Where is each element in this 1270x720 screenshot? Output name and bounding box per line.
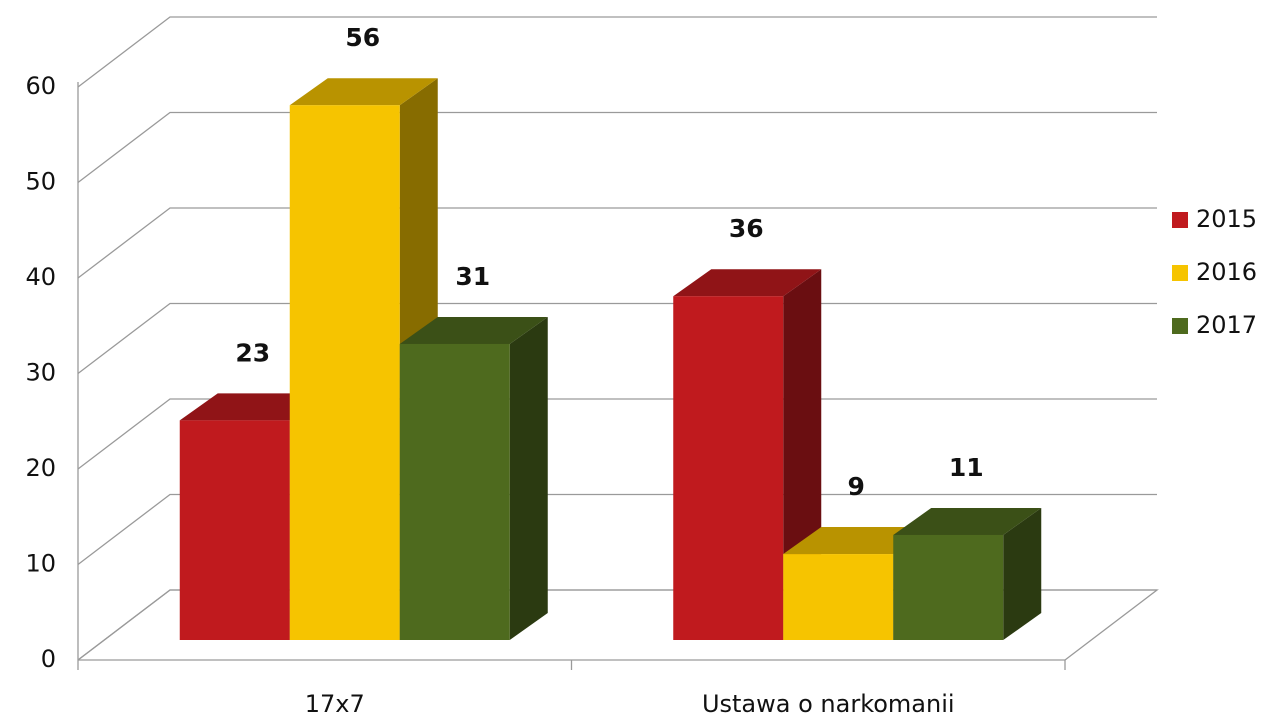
data-label: 56 xyxy=(345,23,380,52)
y-tick-label: 60 xyxy=(25,72,56,100)
legend-swatch xyxy=(1172,265,1188,281)
bar-top xyxy=(893,507,1042,535)
data-label: 11 xyxy=(949,453,984,482)
data-label: 31 xyxy=(455,262,490,291)
x-tick-label: 17x7 xyxy=(305,690,365,718)
legend-label: 2017 xyxy=(1196,311,1257,339)
bar xyxy=(673,296,784,640)
grid-line xyxy=(77,398,1157,470)
bar-top xyxy=(399,316,548,344)
grid-line xyxy=(77,207,1157,279)
grid-line xyxy=(77,493,1157,566)
grid-line xyxy=(77,111,1157,184)
bar-side xyxy=(509,316,548,640)
legend-label: 2015 xyxy=(1196,205,1257,233)
bar xyxy=(893,534,1004,640)
grid-line xyxy=(77,302,1157,375)
x-tick-label: Ustawa o narkomanii xyxy=(702,690,955,718)
data-label: 23 xyxy=(235,338,270,367)
grid-line xyxy=(77,16,1157,88)
legend-label: 2016 xyxy=(1196,258,1257,286)
bar xyxy=(179,420,290,640)
y-tick-label: 40 xyxy=(25,263,56,291)
data-label: 36 xyxy=(729,214,764,243)
y-tick-label: 20 xyxy=(25,454,56,482)
legend-swatch xyxy=(1172,318,1188,334)
legend-swatch xyxy=(1172,212,1188,228)
bar-top xyxy=(289,78,438,106)
bar-side xyxy=(1003,507,1042,640)
y-tick-label: 30 xyxy=(25,359,56,387)
y-tick-label: 0 xyxy=(41,645,56,673)
y-tick-label: 10 xyxy=(25,550,56,578)
bar xyxy=(399,343,510,640)
data-label: 9 xyxy=(848,472,865,501)
bar xyxy=(783,554,894,640)
bar-top xyxy=(673,269,822,297)
bar xyxy=(289,105,400,640)
y-tick-label: 50 xyxy=(25,168,56,196)
